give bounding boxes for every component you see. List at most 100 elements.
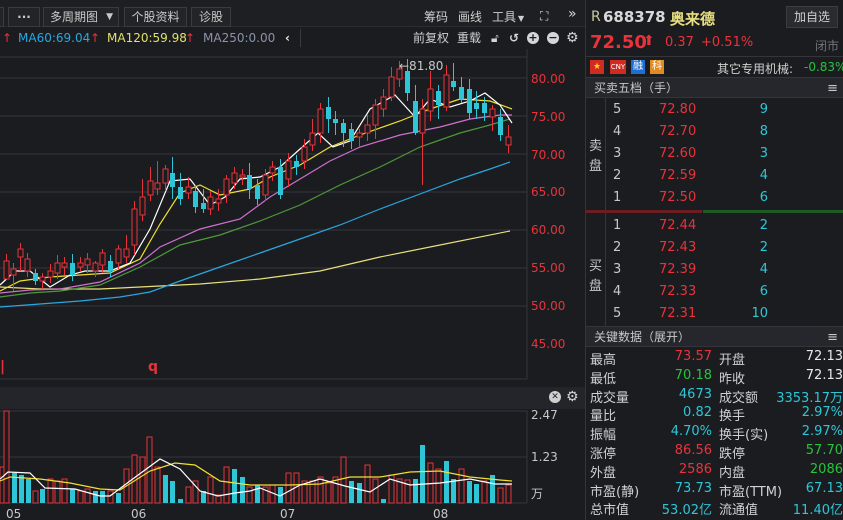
sell-level-row[interactable]: 3 72.60 3 — [586, 143, 843, 165]
orderbook-header: 买卖五档（手） ≡ — [586, 77, 843, 98]
y-tick: 70.00 — [531, 148, 566, 162]
lock-icon[interactable]: 🔓︎ — [491, 31, 499, 45]
volume: 3 — [759, 146, 768, 161]
key-value: 73.73 — [674, 480, 712, 496]
sell-level-row[interactable]: 1 72.50 6 — [586, 187, 843, 209]
chevron-down-icon: ▼ — [106, 12, 113, 22]
expand-right-icon[interactable]: » — [568, 6, 577, 22]
key-label: 市盈(静) — [590, 484, 640, 500]
price: 72.43 — [659, 240, 697, 255]
add-watchlist-button[interactable]: 加自选 — [786, 6, 838, 28]
buy-level-row[interactable]: 3 72.39 4 — [586, 259, 843, 281]
settings-gear-icon[interactable]: ⚙ — [566, 389, 579, 405]
key-data-header[interactable]: 关键数据（展开） ≡ — [586, 326, 843, 347]
arrow-up-icon: ↑ — [2, 31, 13, 45]
chips-link[interactable]: 筹码 — [424, 10, 449, 24]
key-data-row: 外盘 2586 内盘 2086 — [586, 461, 843, 481]
sell-level-row[interactable]: 5 72.80 9 — [586, 99, 843, 121]
high-annotation: ←81.80 — [399, 59, 443, 73]
volume-chart[interactable] — [0, 409, 585, 505]
fullscreen-icon[interactable]: ⛶ — [540, 9, 548, 23]
buy-level-row[interactable]: 4 72.33 6 — [586, 281, 843, 303]
volume: 4 — [759, 262, 768, 277]
key-value: 4673 — [678, 386, 712, 402]
price: 72.33 — [659, 284, 697, 299]
volume: 8 — [759, 124, 768, 139]
multi-period-button[interactable]: 多周期图 ▼ — [43, 7, 119, 27]
sell-label-char: 盘 — [589, 159, 603, 174]
tools-menu[interactable]: 工具 ▼ — [492, 8, 524, 25]
ma250-label: MA250:0.00 — [203, 31, 276, 45]
arrow-up-icon: ↑ — [185, 31, 196, 45]
toolbar-edge-button[interactable] — [0, 7, 4, 27]
ma-legend-bar: ↑ MA60:69.04 ↑ MA120:59.98 ↑ MA250:0.00 … — [0, 27, 585, 49]
menu-icon[interactable]: ≡ — [827, 330, 838, 345]
marker-q: q — [148, 359, 158, 375]
arrow-up-icon: ↑ — [90, 31, 101, 45]
more-button[interactable]: ··· — [8, 7, 40, 27]
level: 5 — [613, 306, 622, 321]
key-value: 72.13 — [805, 349, 843, 364]
y-tick: 55.00 — [531, 261, 566, 275]
key-data-row: 成交量 4673 成交额 3353.17万 — [586, 386, 843, 406]
volume: 4 — [759, 168, 768, 183]
key-label: 涨停 — [590, 447, 617, 462]
orderbook-title: 买卖五档（手） — [594, 81, 679, 95]
buy-label-char: 盘 — [589, 279, 603, 294]
vol-tick: 2.47 — [531, 408, 558, 422]
key-data-title: 关键数据（展开） — [594, 330, 691, 344]
buy-label-char: 买 — [589, 259, 603, 274]
level: 4 — [613, 124, 622, 139]
price-up-arrow-icon: ⬆ — [643, 33, 655, 49]
multi-period-label: 多周期图 — [50, 10, 99, 24]
key-value: 53.02亿 — [661, 503, 712, 519]
diagnose-button[interactable]: 诊股 — [191, 7, 231, 27]
quote-panel: R 688378 奥来德 加自选 72.50 ⬆ 0.37 +0.51% 闭市 … — [585, 0, 843, 520]
buy-level-row[interactable]: 5 72.31 10 — [586, 303, 843, 325]
settings-gear-icon[interactable]: ⚙ — [566, 30, 579, 46]
reload-link[interactable]: 重载 — [457, 31, 482, 45]
marker-left: | — [0, 359, 5, 375]
buy-ratio-bar — [703, 210, 843, 213]
key-data-row: 振幅 4.70% 换手(实) 2.97% — [586, 424, 843, 444]
buy-level-row[interactable]: 2 72.43 2 — [586, 237, 843, 259]
key-label: 最高 — [590, 353, 617, 368]
x-tick: 07 — [280, 507, 296, 520]
draw-line-link[interactable]: 画线 — [458, 10, 483, 24]
key-label: 开盘 — [719, 353, 746, 368]
sector-label[interactable]: 其它专用机械: — [717, 62, 794, 76]
volume: 10 — [751, 306, 768, 321]
buy-level-row[interactable]: 1 72.44 2 — [586, 215, 843, 237]
menu-icon[interactable]: ≡ — [827, 81, 838, 96]
key-value: 3353.17万 — [776, 390, 843, 406]
stock-info-button[interactable]: 个股资料 — [124, 7, 187, 27]
collapse-left-icon[interactable]: ‹ — [285, 31, 290, 45]
key-label: 内盘 — [719, 465, 746, 481]
volume: 9 — [759, 102, 768, 117]
sell-level-row[interactable]: 2 72.59 4 — [586, 165, 843, 187]
close-icon[interactable]: ✕ — [549, 391, 561, 403]
key-value: 73.57 — [674, 349, 712, 364]
undo-icon[interactable]: ↺ — [509, 31, 520, 45]
chevron-down-icon: ▼ — [518, 14, 525, 23]
cny-badge: CNY — [610, 60, 626, 74]
forward-adjust-link[interactable]: 前复权 — [413, 31, 450, 45]
key-data-row: 量比 0.82 换手 2.97% — [586, 405, 843, 424]
china-flag-icon: ★ — [590, 60, 604, 74]
candlestick-chart[interactable]: ←81.80 | q — [0, 49, 585, 387]
key-value: 2.97% — [801, 424, 843, 440]
tools-label: 工具 — [492, 10, 517, 24]
x-tick: 08 — [433, 507, 449, 520]
zoom-in-icon[interactable]: + — [527, 31, 539, 44]
key-label: 昨收 — [719, 371, 746, 387]
vol-unit: 万 — [531, 487, 544, 501]
y-tick: 60.00 — [531, 223, 566, 237]
sell-level-row[interactable]: 4 72.70 8 — [586, 121, 843, 143]
key-value: 2086 — [809, 461, 843, 477]
key-value: 86.56 — [674, 443, 712, 458]
key-data-row: 总市值 53.02亿 流通值 11.40亿 — [586, 499, 843, 519]
key-label: 振幅 — [590, 428, 617, 444]
zoom-out-icon[interactable]: − — [547, 31, 559, 44]
x-tick: 06 — [131, 507, 147, 520]
